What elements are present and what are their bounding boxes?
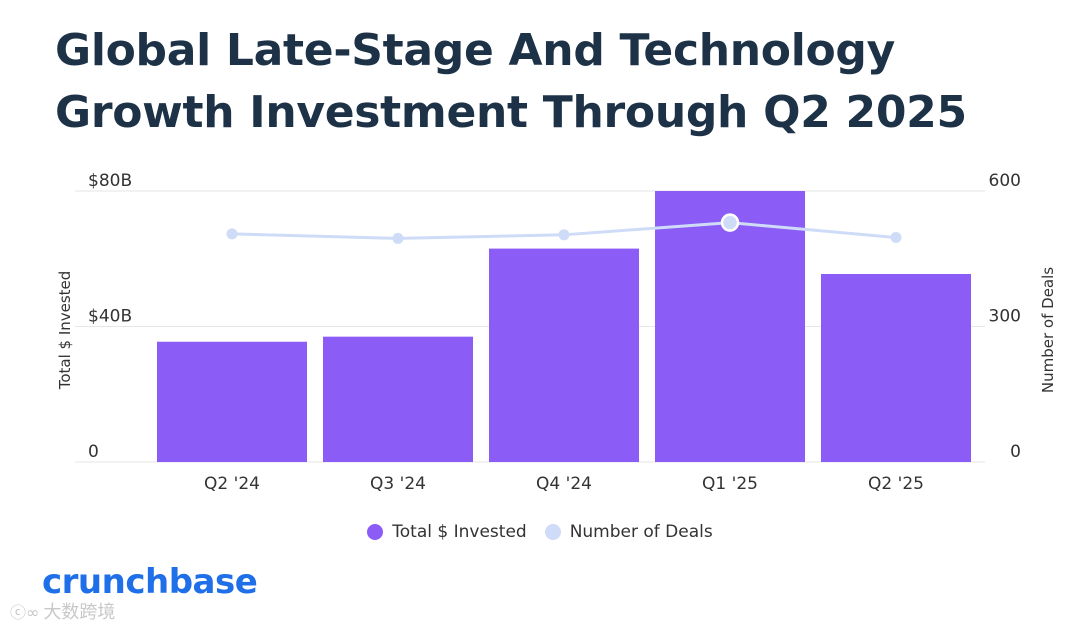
deals-point [558, 229, 570, 241]
x-tick-label: Q2 '25 [868, 474, 924, 494]
watermark-icon: ⓒ∞ [10, 603, 40, 622]
legend-swatch-total-invested [367, 524, 384, 540]
deals-point [720, 213, 740, 232]
x-tick-label: Q3 '24 [370, 474, 426, 494]
watermark-text: 大数跨境 [43, 602, 116, 623]
bar [489, 248, 639, 462]
x-tick-label: Q4 '24 [536, 474, 592, 494]
chart-title-line-1: Global Late-Stage And Technology [55, 25, 895, 76]
y-left-tick-label: $40B [88, 307, 132, 327]
x-tick-label: Q2 '24 [204, 474, 260, 494]
bar [157, 341, 307, 462]
y-left-axis-title: Total $ Invested [56, 271, 74, 391]
bar [323, 336, 473, 462]
y-left-tick-label: $80B [88, 171, 132, 191]
y-right-axis-title: Number of Deals [1039, 267, 1057, 393]
bar [655, 191, 805, 462]
crunchbase-logo: crunchbase [42, 562, 258, 602]
x-tick-label: Q1 '25 [702, 474, 758, 494]
legend-label-number-of-deals: Number of Deals [569, 522, 713, 542]
legend-item-total-invested[interactable]: Total $ Invested [367, 522, 527, 542]
legend-swatch-number-of-deals [544, 524, 561, 540]
chart-canvas: 0 $40B $80B 0 300 600 Total $ Invested Number o… [56, 171, 1057, 494]
y-left-tick-label: 0 [88, 442, 99, 462]
legend: Total $ Invested Number of Deals [0, 522, 1080, 542]
legend-item-number-of-deals[interactable]: Number of Deals [544, 522, 713, 542]
y-right-tick-label: 300 [989, 307, 1021, 327]
bar [821, 273, 971, 462]
chart-title: Global Late-Stage And Technology Growth … [55, 20, 1035, 144]
y-right-tick-label: 0 [1010, 442, 1021, 462]
legend-label-total-invested: Total $ Invested [392, 522, 527, 542]
deals-point [890, 232, 902, 244]
chart-title-line-2: Growth Investment Through Q2 2025 [55, 87, 967, 138]
deals-point [226, 228, 238, 240]
watermark: ⓒ∞ 大数跨境 [10, 598, 115, 624]
deals-point [392, 232, 404, 244]
y-right-tick-label: 600 [989, 171, 1021, 191]
